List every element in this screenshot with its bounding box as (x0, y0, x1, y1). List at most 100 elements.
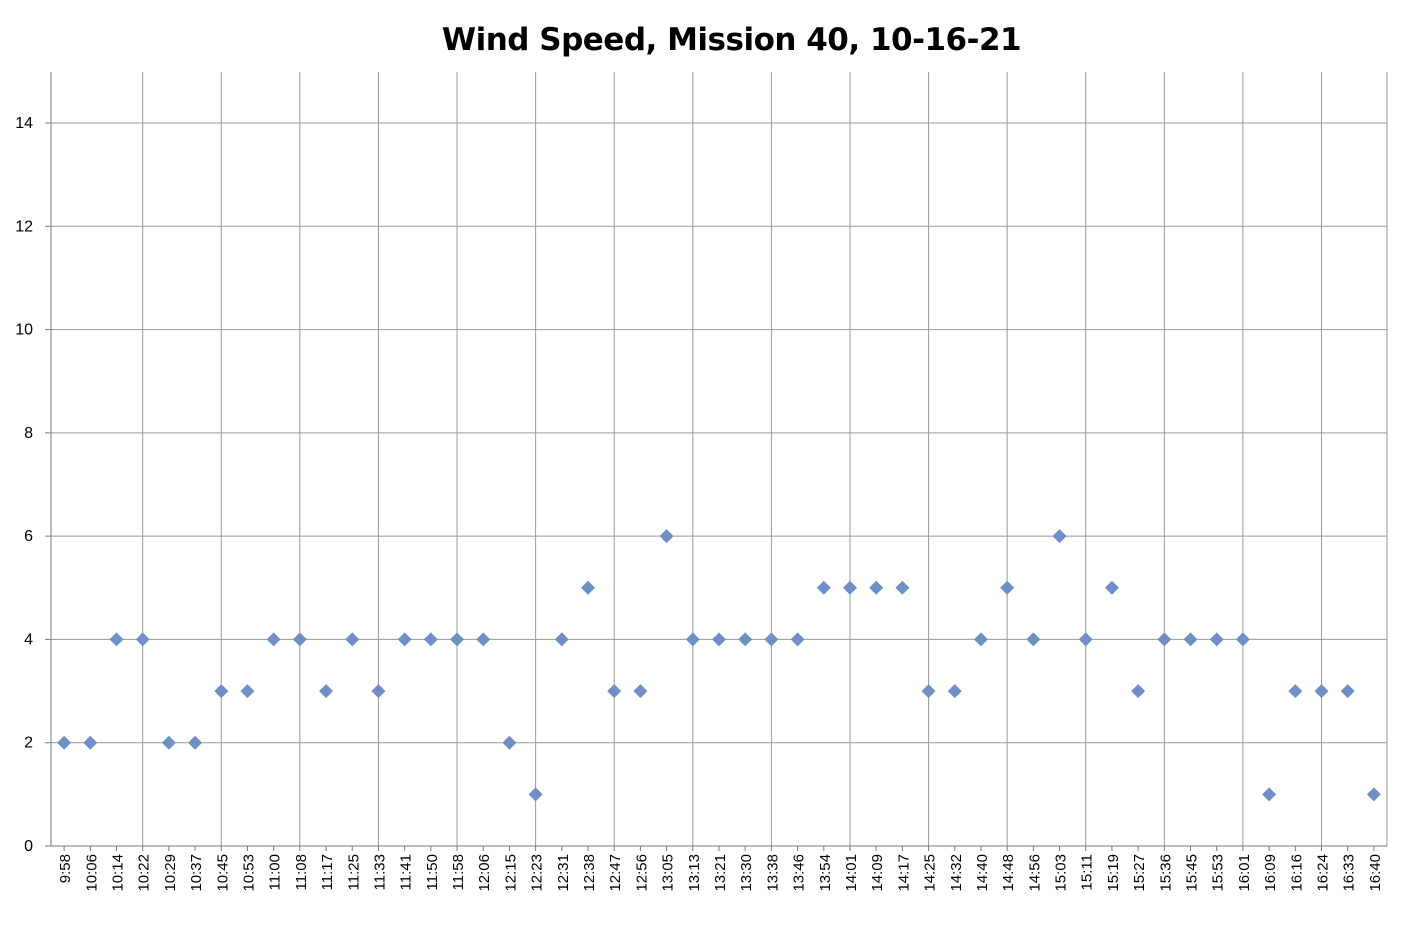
data-point (450, 632, 465, 647)
x-tick-label: 14:40 (974, 854, 991, 892)
x-tick-label: 14:56 (1026, 854, 1043, 892)
x-tick-label: 13:46 (791, 854, 808, 892)
x-tick-label: 15:19 (1105, 854, 1122, 892)
data-point (240, 684, 255, 699)
x-tick-label: 13:21 (712, 854, 729, 892)
y-tick-label: 0 (24, 838, 33, 855)
data-point (685, 632, 700, 647)
y-tick-label: 6 (24, 528, 33, 545)
data-point (842, 580, 857, 595)
x-tick-label: 12:31 (555, 854, 572, 892)
data-point (1366, 787, 1381, 802)
x-tick-label: 12:06 (476, 854, 493, 892)
x-tick-label: 11:33 (371, 854, 388, 890)
x-tick-label: 13:30 (738, 854, 755, 892)
x-tick-label: 11:50 (424, 854, 441, 890)
data-point (345, 632, 360, 647)
data-point (869, 580, 884, 595)
x-tick-label: 14:25 (922, 854, 939, 892)
data-point (947, 684, 962, 699)
data-point (161, 735, 176, 750)
y-tick-label: 4 (24, 631, 33, 648)
data-point (1131, 684, 1146, 699)
x-tick-label: 13:38 (764, 854, 781, 892)
x-tick-label: 11:58 (450, 854, 467, 890)
x-tick-label: 11:17 (319, 854, 336, 890)
data-point (1314, 684, 1329, 699)
data-point (1340, 684, 1355, 699)
x-tick-label: 15:36 (1157, 854, 1174, 892)
data-point (371, 684, 386, 699)
data-point (1209, 632, 1224, 647)
x-tick-label: 16:40 (1367, 854, 1384, 892)
x-tick-label: 10:29 (162, 854, 179, 892)
data-point (1026, 632, 1041, 647)
x-tick-label: 16:16 (1288, 854, 1305, 892)
data-point (607, 684, 622, 699)
x-tick-label: 9:58 (57, 854, 74, 883)
x-tick-label: 13:05 (660, 854, 677, 892)
x-tick-label: 14:48 (1000, 854, 1017, 892)
data-point (1104, 580, 1119, 595)
data-point (554, 632, 569, 647)
data-point (1183, 632, 1198, 647)
data-point (214, 684, 229, 699)
y-tick-label: 14 (15, 115, 33, 132)
y-tick-label: 8 (24, 425, 33, 442)
x-tick-labels: 9:58 10:06 10:14 10:22 10:29 10:37 10:45 10:53 1… (57, 854, 1384, 892)
x-tick-label: 15:53 (1210, 854, 1227, 892)
x-tick-label: 11:00 (267, 854, 284, 890)
data-point (1000, 580, 1015, 595)
data-point (188, 735, 203, 750)
data-point (1235, 632, 1250, 647)
data-point (1052, 529, 1067, 544)
x-tick-label: 16:24 (1315, 854, 1332, 892)
data-point (319, 684, 334, 699)
data-point (109, 632, 124, 647)
axes (45, 72, 1388, 851)
data-point (135, 632, 150, 647)
x-tick-label: 11:25 (345, 854, 362, 890)
data-point (502, 735, 517, 750)
data-point (738, 632, 753, 647)
x-tick-label: 12:47 (607, 854, 624, 892)
data-point (528, 787, 543, 802)
data-points (57, 529, 1381, 802)
x-tick-label: 14:01 (843, 854, 860, 892)
y-tick-label: 12 (15, 218, 33, 235)
x-tick-label: 13:13 (686, 854, 703, 892)
data-point (659, 529, 674, 544)
data-point (266, 632, 281, 647)
x-tick-label: 15:45 (1184, 854, 1201, 892)
x-tick-label: 10:14 (109, 854, 126, 892)
data-point (633, 684, 648, 699)
data-point (1157, 632, 1172, 647)
data-point (921, 684, 936, 699)
x-tick-label: 15:03 (1053, 854, 1070, 892)
x-tick-label: 14:32 (948, 854, 965, 892)
data-point (292, 632, 307, 647)
x-tick-label: 10:22 (136, 854, 153, 892)
x-tick-label: 11:41 (398, 854, 415, 890)
chart-title: Wind Speed, Mission 40, 10-16-21 (441, 22, 1022, 58)
x-tick-label: 10:06 (83, 854, 100, 892)
gridlines (51, 72, 1387, 846)
data-point (57, 735, 72, 750)
x-tick-label: 16:33 (1341, 854, 1358, 892)
x-tick-label: 12:15 (502, 854, 519, 892)
y-tick-label: 2 (24, 735, 33, 752)
x-tick-label: 10:53 (240, 854, 257, 892)
data-point (973, 632, 988, 647)
data-point (83, 735, 98, 750)
data-point (895, 580, 910, 595)
x-tick-label: 10:37 (188, 854, 205, 892)
x-tick-label: 12:38 (581, 854, 598, 892)
y-tick-label: 10 (15, 322, 33, 339)
data-point (1262, 787, 1277, 802)
x-tick-label: 12:23 (529, 854, 546, 892)
data-point (476, 632, 491, 647)
data-point (816, 580, 831, 595)
x-tick-label: 10:45 (214, 854, 231, 892)
x-tick-label: 11:08 (293, 854, 310, 890)
